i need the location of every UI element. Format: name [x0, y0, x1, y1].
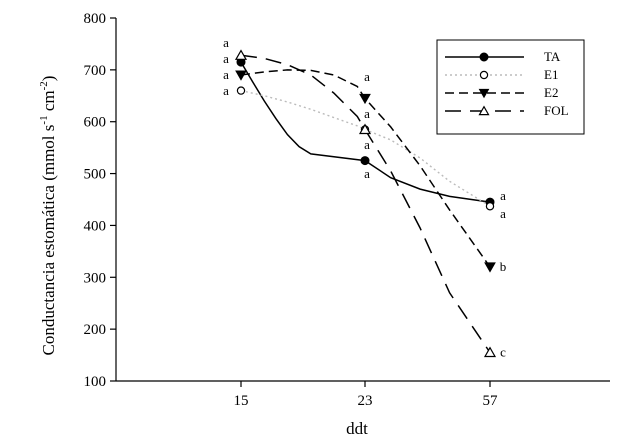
legend-marker-e1 [479, 70, 489, 80]
significance-e1-57: a [500, 206, 506, 221]
significance-ta-15: a [223, 51, 229, 66]
series-line-e2 [240, 69, 491, 268]
y-tick-label-300: 300 [84, 270, 107, 286]
point-e2-15 [235, 70, 247, 81]
y-axis-title-end: ) [39, 76, 58, 82]
x-axis-title: ddt [346, 419, 368, 438]
point-e1-15 [236, 86, 246, 95]
legend-box [436, 39, 585, 135]
significance-fol-57: c [500, 344, 506, 359]
point-e1-57 [485, 202, 495, 211]
y-tick-label-200: 200 [84, 322, 107, 338]
x-axis: 15 23 57 [116, 380, 610, 409]
y-tick-label-500: 500 [84, 167, 107, 183]
y-tick-label-400: 400 [84, 218, 107, 234]
y-axis-title-mid: cm [39, 90, 58, 115]
legend-label-e2: E2 [544, 85, 558, 100]
legend-marker-fol [478, 105, 490, 116]
x-tick-label-23: 23 [358, 393, 373, 409]
series-line-e1 [240, 89, 491, 207]
significance-ta-57: a [500, 188, 506, 203]
significance-fol-23: a [364, 137, 370, 152]
legend-marker-e2 [478, 88, 490, 99]
point-ta-23 [360, 156, 370, 166]
y-tick-label-800: 800 [84, 11, 107, 27]
significance-e2-23: a [364, 69, 370, 84]
x-tick-label-15: 15 [234, 393, 249, 409]
y-axis-title-sup2: -2 [38, 81, 50, 90]
y-tick-label-600: 600 [84, 115, 107, 131]
point-fol-57 [483, 346, 497, 358]
x-tick-label-57: 57 [483, 393, 499, 409]
series-line-ta [240, 61, 491, 203]
point-fol-23 [358, 123, 372, 135]
legend-label-ta: TA [544, 49, 561, 64]
legend: TA E1 E2 FOL [436, 39, 585, 135]
y-axis-title-sup1: -1 [38, 115, 50, 124]
legend-label-fol: FOL [544, 103, 569, 118]
series-line-fol [240, 54, 491, 353]
significance-e2-57: b [500, 259, 507, 274]
significance-e2-15: a [223, 67, 229, 82]
y-axis-title: Conductancia estomática (mmol s-1 cm-2) [38, 76, 58, 356]
point-fol-15 [234, 49, 248, 60]
legend-marker-ta [479, 52, 489, 62]
significance-fol-15: a [223, 35, 229, 50]
point-e2-23 [359, 93, 371, 105]
point-e2-57 [484, 262, 496, 273]
significance-e1-23: a [364, 106, 370, 121]
significance-ta-23: a [364, 166, 370, 181]
significance-e1-15: a [223, 83, 229, 98]
legend-label-e1: E1 [544, 67, 558, 82]
y-tick-label-100: 100 [84, 374, 107, 390]
y-axis-title-main: Conductancia estomática (mmol s [39, 125, 58, 356]
y-axis: 100 200 300 400 500 600 700 800 [84, 11, 117, 390]
y-tick-label-700: 700 [84, 63, 107, 79]
